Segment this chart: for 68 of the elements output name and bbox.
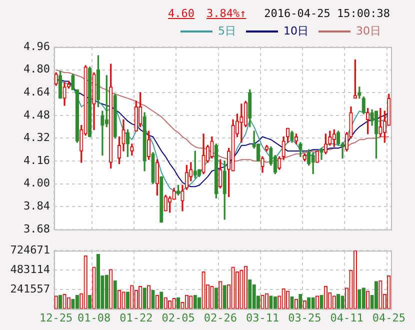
candlestick [151, 152, 155, 184]
candlestick [290, 130, 294, 143]
candlestick [231, 119, 235, 172]
candlestick [240, 104, 244, 143]
candlestick [88, 66, 92, 138]
y-tick-label: 483114 [10, 262, 50, 276]
candlestick [302, 154, 306, 162]
legend-label: 10日 [284, 24, 309, 38]
candlestick [202, 134, 206, 174]
candlestick [134, 100, 138, 132]
y-tick-label: 4.32 [24, 131, 50, 144]
y-tick-label: 4.48 [24, 108, 50, 122]
x-tick-label: 02-05 [162, 311, 195, 324]
candlestick [378, 108, 382, 138]
x-tick-label: 01-08 [77, 311, 111, 324]
text: 3.84%↑ [206, 7, 246, 20]
candlestick [218, 159, 222, 188]
x-tick-label: 12-25 [40, 311, 73, 324]
candlestick [315, 150, 320, 163]
candlestick [362, 96, 366, 114]
candlestick [92, 72, 96, 130]
y-tick-label: 4.16 [24, 154, 50, 167]
legend-label: 5日 [218, 24, 236, 38]
candlestick [172, 188, 176, 200]
candlestick [353, 59, 358, 99]
candlestick [155, 159, 160, 196]
y-tick-label: 4.96 [24, 40, 50, 53]
candlestick [214, 144, 218, 198]
y-tick-label: 3.84 [24, 199, 50, 212]
candlestick [96, 55, 100, 108]
candlestick [113, 94, 117, 139]
y-tick-label: 4.64 [24, 85, 50, 98]
legend-label: 30日 [356, 24, 382, 38]
candlestick [320, 148, 324, 160]
candlestick [193, 150, 197, 178]
x-tick-label: 04-25 [372, 311, 406, 324]
x-tick-label: 03-11 [246, 311, 280, 324]
candlestick [100, 110, 104, 156]
y-tick-label: 3.68 [24, 222, 50, 236]
candlestick [109, 64, 113, 168]
candlestick [324, 134, 328, 154]
candlestick [358, 86, 362, 99]
candlestick [130, 144, 134, 156]
x-tick-label: 02-26 [204, 311, 237, 324]
y-tick-label: 4.00 [24, 176, 50, 190]
candlestick [126, 129, 130, 158]
candlestick [104, 75, 108, 128]
x-tick-label: 04-11 [330, 311, 364, 324]
candlestick [210, 136, 214, 158]
candlestick [264, 144, 269, 152]
candlestick [332, 129, 336, 148]
x-tick-label: 03-25 [288, 311, 322, 324]
candlestick [142, 112, 146, 172]
y-tick-label: 241557 [10, 282, 50, 296]
y-tick-label: 4.80 [24, 62, 50, 76]
candlestick [294, 134, 298, 144]
text: 2016-04-25 15:00:38 [264, 7, 390, 20]
candlestick [138, 92, 142, 128]
candlestick [160, 176, 164, 223]
candlestick [260, 156, 264, 173]
x-tick-label: 01-22 [120, 311, 153, 324]
text: 4.60 [168, 7, 194, 20]
candlestick [366, 108, 370, 134]
y-tick-label: 724671 [10, 243, 50, 256]
candlestick [176, 184, 180, 196]
candlestick [58, 70, 62, 99]
candlestick [62, 82, 66, 106]
candlestick [374, 110, 378, 158]
